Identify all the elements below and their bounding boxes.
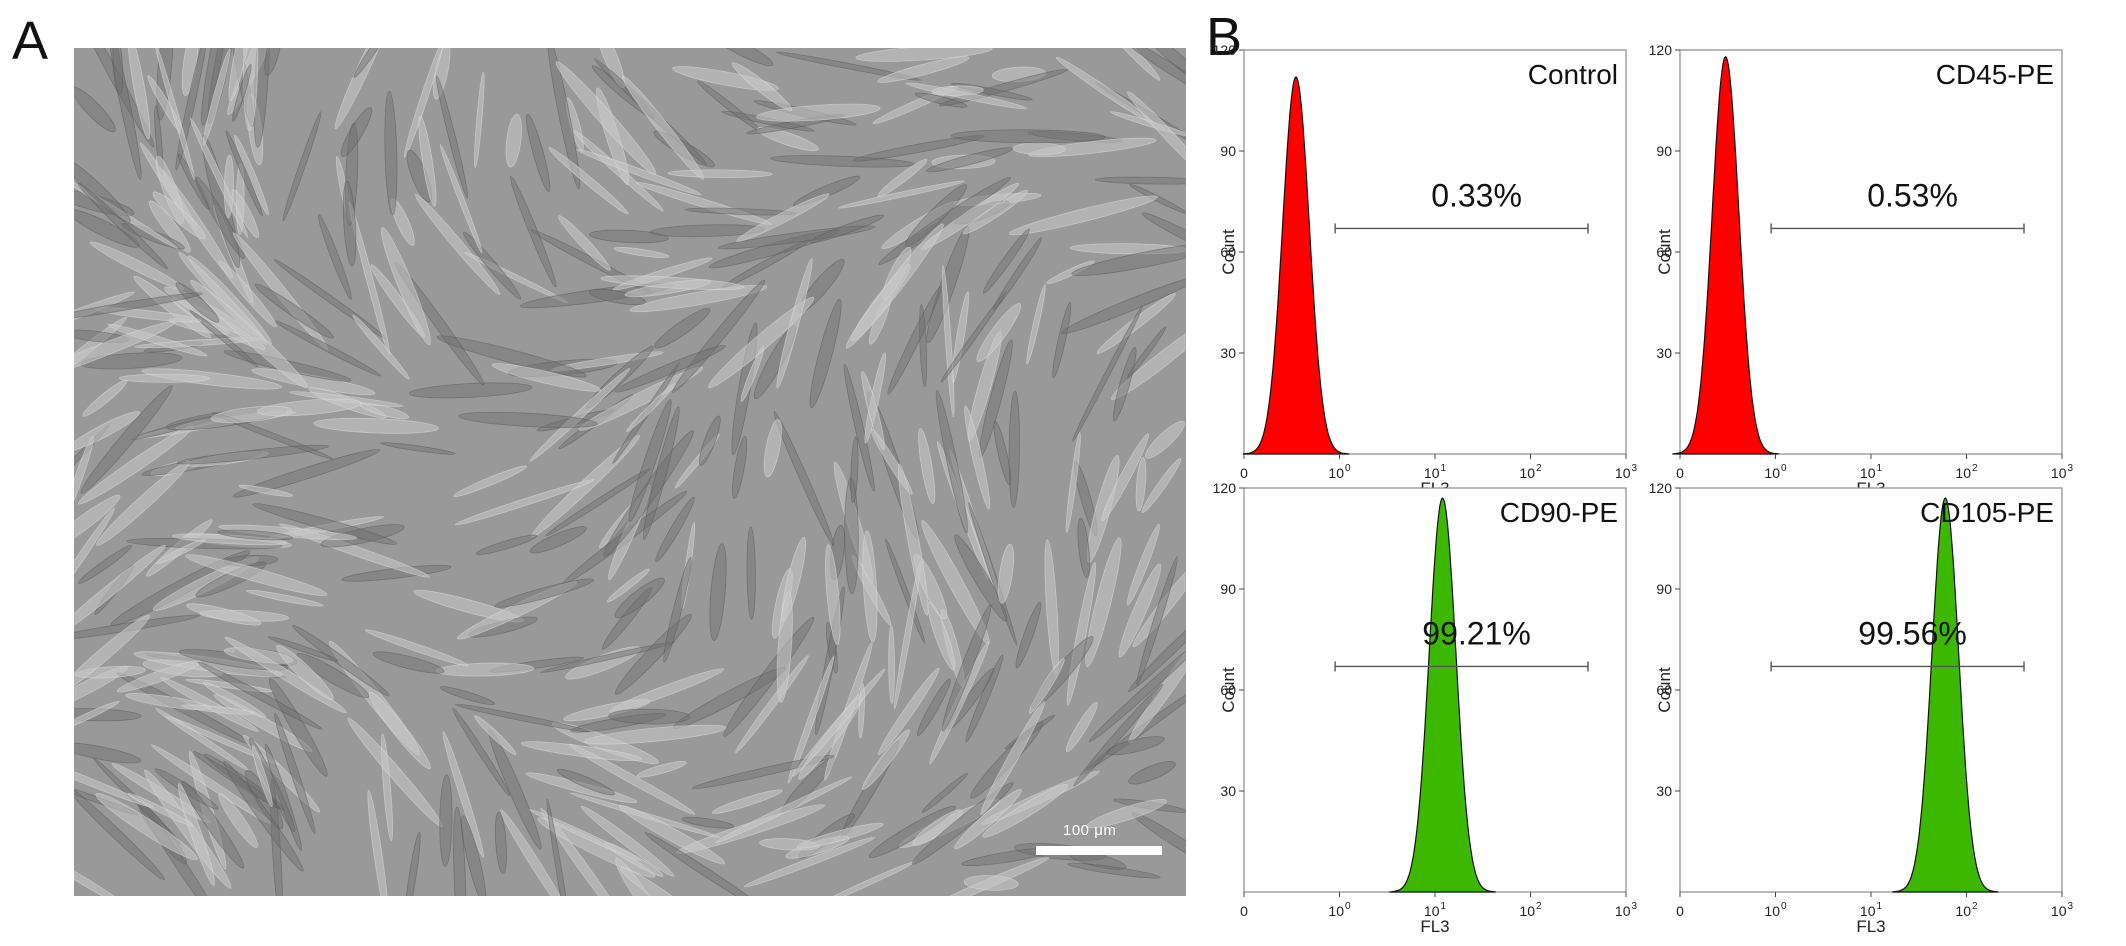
histogram-area — [1242, 76, 1350, 455]
gate-marker — [1770, 223, 2025, 234]
x-tick-label: 103 — [1615, 901, 1638, 919]
gate-percentage: 0.53% — [1867, 177, 1958, 213]
x-tick-label: 102 — [1955, 901, 1978, 919]
x-tick-label: 102 — [1519, 463, 1542, 481]
y-tick-label: 30 — [1220, 783, 1236, 799]
x-axis-label: FL3 — [1856, 917, 1885, 936]
gate-marker — [1770, 661, 2025, 672]
histogram-cd90: 30 60 90 120 0 100 101 102 103 FL3 Count 99.21% CD90… — [1213, 480, 1638, 936]
y-tick-label: 60 — [1656, 682, 1672, 698]
scale-bar — [1036, 846, 1162, 855]
histogram-control: 3060901200100101102103FL3Count0.33%Contr… — [1213, 42, 1638, 498]
y-tick-label: 30 — [1220, 345, 1236, 361]
y-tick-label: 60 — [1220, 682, 1236, 698]
y-tick-label: 90 — [1656, 143, 1672, 159]
y-axis-label: Count — [1219, 667, 1238, 713]
x-tick-label: 103 — [2051, 901, 2074, 919]
plot-frame — [1679, 487, 2063, 893]
x-tick-label: 0 — [1676, 465, 1684, 481]
y-tick-label: 30 — [1656, 345, 1672, 361]
y-tick-label: 90 — [1656, 581, 1672, 597]
y-tick-label: 120 — [1213, 480, 1237, 496]
x-tick-label: 103 — [2051, 463, 2074, 481]
y-axis-label: Count — [1655, 229, 1674, 275]
x-tick-label: 100 — [1328, 463, 1351, 481]
sample-label: CD90-PE — [1500, 497, 1618, 528]
x-tick-label: 100 — [1764, 463, 1787, 481]
x-tick-label: 0 — [1676, 903, 1684, 919]
y-axis-label: Count — [1219, 229, 1238, 275]
x-tick-label: 0 — [1240, 903, 1248, 919]
histogram-svg: 3060901200100101102103FL3Count0.33%Contr… — [1213, 42, 1638, 498]
y-tick-label: 120 — [1649, 42, 1673, 58]
y-tick-label: 120 — [1213, 42, 1237, 58]
cell-shapes — [74, 48, 1186, 896]
x-tick-label: 0 — [1240, 465, 1248, 481]
gate-marker — [1334, 223, 1589, 234]
y-tick-label: 120 — [1649, 480, 1673, 496]
gate-marker — [1334, 661, 1589, 672]
sample-label: CD105-PE — [1920, 497, 2054, 528]
scale-bar-label: 100 μm — [1063, 822, 1117, 839]
x-tick-label: 100 — [1328, 901, 1351, 919]
y-tick-label: 90 — [1220, 143, 1236, 159]
y-tick-label: 90 — [1220, 581, 1236, 597]
histogram-cd45: 3060901200100101102103FL3Count0.53%CD45-… — [1649, 42, 2074, 498]
histogram-svg: 3060901200100101102103FL3Count0.53%CD45-… — [1649, 42, 2074, 498]
x-tick-label: 103 — [1615, 463, 1638, 481]
histogram-area — [1672, 55, 1779, 455]
histogram-cd105: 30 60 90 120 0 100 101 102 103 FL3 Count 99.56% CD10… — [1649, 480, 2074, 936]
y-tick-label: 60 — [1220, 244, 1236, 260]
histogram-area — [1892, 497, 1999, 893]
y-axis-label: Count — [1655, 667, 1674, 713]
cell-micrograph — [74, 48, 1186, 896]
y-tick-label: 60 — [1656, 244, 1672, 260]
panel-label-a: A — [12, 11, 49, 71]
sample-label: CD45-PE — [1936, 59, 2054, 90]
x-tick-label: 100 — [1764, 901, 1787, 919]
micrograph-texture — [74, 48, 1186, 896]
histogram-area — [1389, 497, 1496, 893]
panel-label-b: B — [1206, 7, 1243, 67]
sample-label: Control — [1528, 59, 1618, 90]
gate-percentage: 99.21% — [1422, 615, 1531, 651]
gate-percentage: 0.33% — [1431, 177, 1522, 213]
x-axis-label: FL3 — [1420, 917, 1449, 936]
y-tick-label: 30 — [1656, 783, 1672, 799]
x-tick-label: 102 — [1519, 901, 1542, 919]
gate-percentage: 99.56% — [1858, 615, 1967, 651]
x-tick-label: 102 — [1955, 463, 1978, 481]
